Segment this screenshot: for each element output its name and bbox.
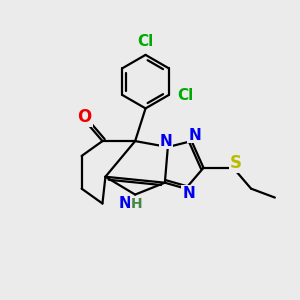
Text: N: N <box>118 196 131 211</box>
Text: H: H <box>131 196 142 211</box>
Text: O: O <box>77 108 92 126</box>
Text: S: S <box>230 154 242 172</box>
Text: Cl: Cl <box>137 34 154 49</box>
Text: N: N <box>182 186 195 201</box>
Text: Cl: Cl <box>177 88 193 103</box>
Text: N: N <box>160 134 173 148</box>
Text: N: N <box>188 128 201 142</box>
